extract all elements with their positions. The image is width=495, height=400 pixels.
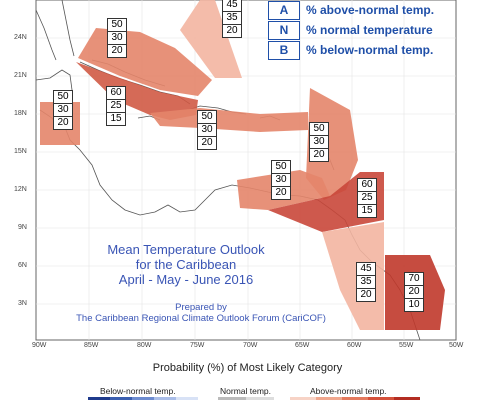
zone-cuba bbox=[76, 62, 198, 120]
lat-label: 24N bbox=[14, 34, 27, 41]
zone-trinidad bbox=[268, 172, 384, 232]
lat-label: 3N bbox=[18, 300, 27, 307]
prob-above: 60 bbox=[358, 179, 376, 192]
key-letter: B bbox=[268, 40, 300, 60]
key-text: % above-normal temp. bbox=[306, 3, 435, 17]
legend-swatch bbox=[394, 397, 420, 400]
map-title-line: April - May - June 2016 bbox=[118, 272, 254, 287]
key-text: % below-normal temp. bbox=[306, 43, 434, 57]
key-row-above: A % above-normal temp. bbox=[268, 0, 468, 20]
prob-normal: 30 bbox=[272, 174, 290, 187]
legend-swatch bbox=[316, 397, 342, 400]
prob-below: 20 bbox=[360, 289, 372, 300]
lon-label: 50W bbox=[449, 342, 464, 349]
prob-box-bahamas: 50 30 20 bbox=[107, 18, 127, 58]
prob-normal: 20 bbox=[405, 286, 423, 299]
map-title-line: for the Caribbean bbox=[135, 257, 237, 272]
legend-above-label: Above-normal temp. bbox=[310, 386, 387, 396]
key-row-normal: N % normal temperature bbox=[268, 20, 468, 40]
florida-gulf-coast bbox=[35, 9, 57, 61]
legend-swatch bbox=[246, 397, 274, 400]
prob-below: 20 bbox=[226, 25, 238, 36]
legend-swatch bbox=[88, 397, 110, 400]
lat-label: 15N bbox=[14, 148, 27, 155]
prob-below: 15 bbox=[361, 205, 373, 216]
legend-swatch bbox=[110, 397, 132, 400]
zone-guyana-suriname bbox=[322, 222, 384, 330]
prob-box-eastern-caribbean: 50 30 20 bbox=[309, 122, 329, 162]
legend-normal-label: Normal temp. bbox=[220, 386, 272, 396]
lon-label: 80W bbox=[137, 342, 152, 349]
map-title: Mean Temperature Outlook for the Caribbe… bbox=[86, 242, 286, 287]
map-title-line: Mean Temperature Outlook bbox=[107, 242, 265, 257]
prob-box-guyana-suriname: 45 35 20 bbox=[356, 262, 376, 302]
prob-above: 50 bbox=[108, 19, 126, 32]
prob-box-top-partial: 45 35 20 bbox=[222, 0, 242, 38]
lat-label: 9N bbox=[18, 224, 27, 231]
category-key: A % above-normal temp. N % normal temper… bbox=[268, 0, 468, 60]
prob-normal: 25 bbox=[358, 192, 376, 205]
credit-line: The Caribbean Regional Climate Outlook F… bbox=[76, 313, 326, 324]
key-letter: N bbox=[268, 20, 300, 40]
credit-line: Prepared by bbox=[175, 302, 227, 313]
prob-above: 45 bbox=[357, 263, 375, 276]
florida-east-coast bbox=[61, 0, 75, 57]
prob-box-cuba: 60 25 15 bbox=[106, 86, 126, 126]
lat-label: 12N bbox=[14, 186, 27, 193]
prob-box-abc-islands: 50 30 20 bbox=[271, 160, 291, 200]
legend-swatch bbox=[368, 397, 394, 400]
credit: Prepared by The Caribbean Regional Clima… bbox=[56, 302, 346, 324]
prob-box-belize: 50 30 20 bbox=[53, 90, 73, 130]
prob-normal: 30 bbox=[54, 104, 72, 117]
prob-above: 70 bbox=[405, 273, 423, 286]
zone-eastern-caribbean bbox=[306, 88, 358, 200]
prob-above: 60 bbox=[107, 87, 125, 100]
prob-normal: 30 bbox=[310, 136, 328, 149]
prob-below: 20 bbox=[57, 117, 69, 128]
prob-normal: 35 bbox=[357, 276, 375, 289]
lat-label: 6N bbox=[18, 262, 27, 269]
lat-label: 21N bbox=[14, 72, 27, 79]
prob-below: 20 bbox=[313, 149, 325, 160]
prob-below: 20 bbox=[111, 45, 123, 56]
lon-label: 60W bbox=[347, 342, 362, 349]
prob-above: 50 bbox=[54, 91, 72, 104]
lat-label: 18N bbox=[14, 110, 27, 117]
prob-normal: 30 bbox=[198, 124, 216, 137]
prob-above: 45 bbox=[223, 0, 241, 12]
legend-swatch bbox=[342, 397, 368, 400]
lon-label: 85W bbox=[84, 342, 99, 349]
lon-label: 65W bbox=[295, 342, 310, 349]
lon-label: 75W bbox=[190, 342, 205, 349]
prob-normal: 30 bbox=[108, 32, 126, 45]
prob-below: 10 bbox=[408, 299, 420, 310]
zone-top-partial bbox=[180, 0, 242, 78]
prob-normal: 35 bbox=[223, 12, 241, 25]
key-text: % normal temperature bbox=[306, 23, 433, 37]
prob-box-french-guiana: 70 20 10 bbox=[404, 272, 424, 312]
legend-below-label: Below-normal temp. bbox=[100, 386, 176, 396]
prob-above: 50 bbox=[272, 161, 290, 174]
lon-label: 90W bbox=[32, 342, 47, 349]
legend-swatch bbox=[154, 397, 176, 400]
legend-swatch bbox=[218, 397, 246, 400]
prob-below: 20 bbox=[201, 137, 213, 148]
key-letter: A bbox=[268, 0, 300, 20]
prob-normal: 25 bbox=[107, 100, 125, 113]
lon-label: 70W bbox=[243, 342, 258, 349]
prob-box-trinidad: 60 25 15 bbox=[357, 178, 377, 218]
prob-above: 50 bbox=[198, 111, 216, 124]
prob-below: 20 bbox=[275, 187, 287, 198]
legend-swatch bbox=[176, 397, 198, 400]
zone-hispaniola-jamaica bbox=[150, 108, 308, 132]
key-row-below: B % below-normal temp. bbox=[268, 40, 468, 60]
legend-title: Probability (%) of Most Likely Category bbox=[152, 362, 343, 374]
prob-above: 50 bbox=[310, 123, 328, 136]
lon-label: 55W bbox=[399, 342, 414, 349]
prob-box-hispaniola-jamaica: 50 30 20 bbox=[197, 110, 217, 150]
legend-swatch bbox=[290, 397, 316, 400]
prob-below: 15 bbox=[110, 113, 122, 124]
legend-swatch bbox=[132, 397, 154, 400]
